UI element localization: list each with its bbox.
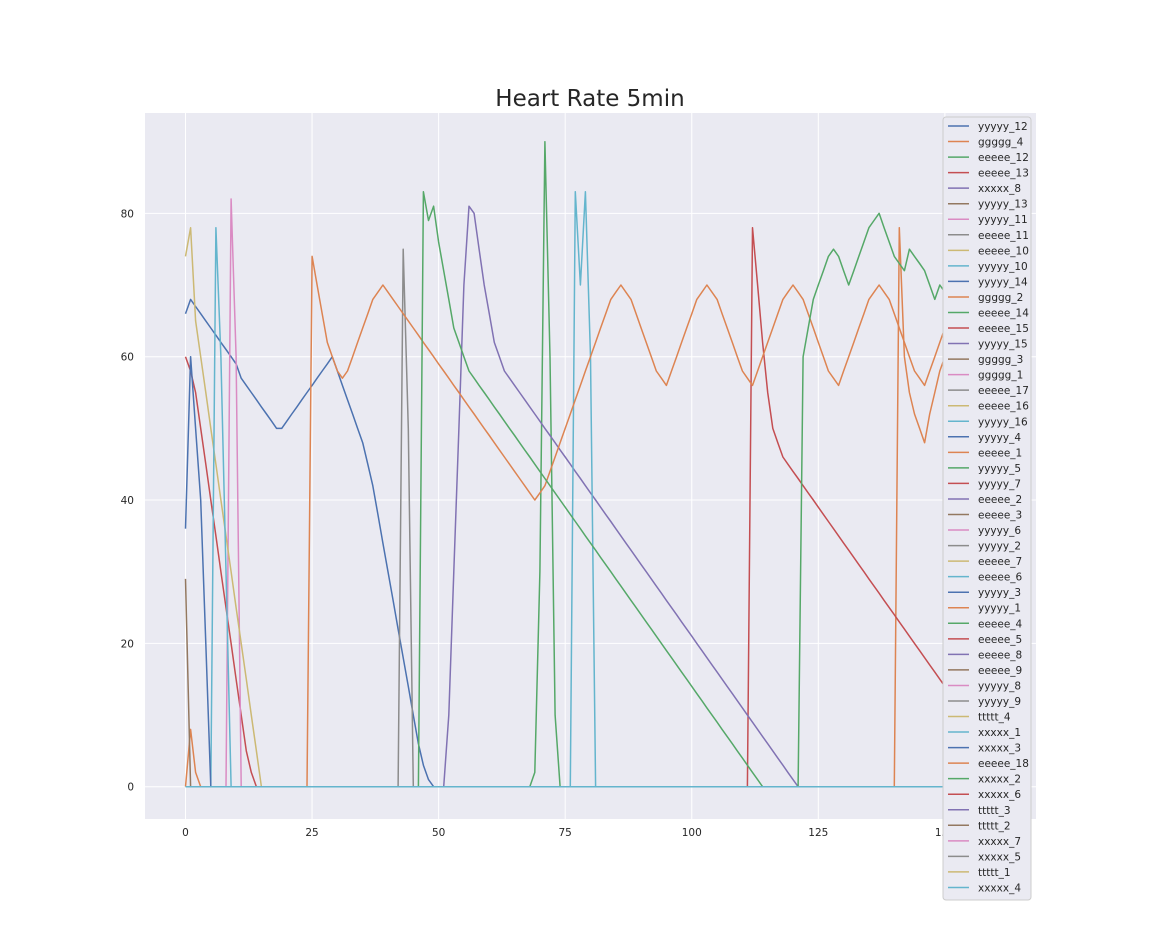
legend-label: ttttt_4 <box>978 712 1011 724</box>
legend-label: eeeee_11 <box>978 230 1029 242</box>
legend-label: ggggg_2 <box>978 292 1023 304</box>
series-line-ggggg_2 <box>185 255 1017 788</box>
legend-label: yyyyy_8 <box>978 680 1021 692</box>
legend-label: eeeee_7 <box>978 556 1022 568</box>
legend-label: eeeee_12 <box>978 152 1029 164</box>
x-tick-label: 125 <box>808 827 828 839</box>
legend-label: yyyyy_7 <box>978 478 1021 490</box>
legend-label: eeeee_18 <box>978 758 1029 770</box>
legend-label: yyyyy_9 <box>978 696 1021 708</box>
legend-label: eeeee_4 <box>978 618 1023 630</box>
legend-label: eeeee_8 <box>978 649 1022 661</box>
legend-label: eeeee_16 <box>978 401 1029 413</box>
x-tick-label: 25 <box>305 827 318 839</box>
legend-label: xxxxx_7 <box>978 836 1021 848</box>
legend-label: eeeee_17 <box>978 385 1029 397</box>
legend-label: ttttt_2 <box>978 820 1011 832</box>
legend-label: yyyyy_1 <box>978 603 1021 615</box>
legend-label: xxxxx_2 <box>978 774 1021 786</box>
legend-label: eeeee_2 <box>978 494 1022 506</box>
legend-label: yyyyy_16 <box>978 416 1028 428</box>
legend-label: eeeee_13 <box>978 168 1029 180</box>
legend-label: ttttt_1 <box>978 867 1011 879</box>
legend-label: xxxxx_3 <box>978 743 1021 755</box>
legend-label: yyyyy_4 <box>978 432 1021 444</box>
y-tick-label: 0 <box>127 782 134 794</box>
legend-label: xxxxx_6 <box>978 789 1021 801</box>
legend-label: eeeee_15 <box>978 323 1029 335</box>
x-tick-label: 100 <box>682 827 702 839</box>
legend-label: xxxxx_5 <box>978 851 1021 863</box>
legend-label: yyyyy_10 <box>978 261 1028 273</box>
legend-label: yyyyy_2 <box>978 541 1021 553</box>
legend-label: eeeee_3 <box>978 510 1022 522</box>
legend-label: yyyyy_5 <box>978 463 1021 475</box>
legend-label: eeeee_14 <box>978 307 1029 319</box>
legend-label: yyyyy_11 <box>978 214 1028 226</box>
legend: yyyyy_12 ggggg_4 eeeee_12 eeeee_13 xxxxx_8yy… <box>942 116 1032 901</box>
legend-label: ggggg_4 <box>978 137 1024 149</box>
legend-label: ttttt_3 <box>978 805 1011 817</box>
legend-label: yyyyy_12 <box>978 121 1028 133</box>
y-tick-label: 80 <box>121 208 134 220</box>
x-tick-label: 75 <box>559 827 572 839</box>
legend-label: yyyyy_13 <box>978 199 1028 211</box>
legend-label: eeeee_1 <box>978 447 1022 459</box>
series-lines <box>184 140 1017 788</box>
plot-area <box>145 113 1036 819</box>
legend-label: ggggg_3 <box>978 354 1023 366</box>
legend-label: yyyyy_14 <box>978 276 1028 288</box>
legend-label: eeeee_5 <box>978 634 1022 646</box>
y-tick-label: 60 <box>121 352 134 364</box>
legend-label: eeeee_6 <box>978 572 1023 584</box>
legend-label: xxxxx_1 <box>978 727 1021 739</box>
legend-label: ggggg_1 <box>978 370 1023 382</box>
legend-label: yyyyy_15 <box>978 339 1028 351</box>
legend-label: eeeee_10 <box>978 245 1029 257</box>
legend-label: yyyyy_3 <box>978 587 1021 599</box>
legend-label: xxxxx_4 <box>978 882 1021 894</box>
chart-title: Heart Rate 5min <box>495 86 684 112</box>
x-tick-label: 50 <box>432 827 445 839</box>
y-tick-label: 40 <box>121 495 134 507</box>
legend-label: yyyyy_6 <box>978 525 1021 537</box>
x-tick-label: 0 <box>182 827 189 839</box>
legend-label: eeeee_9 <box>978 665 1022 677</box>
y-tick-label: 20 <box>121 638 134 650</box>
legend-label: xxxxx_8 <box>978 183 1021 195</box>
